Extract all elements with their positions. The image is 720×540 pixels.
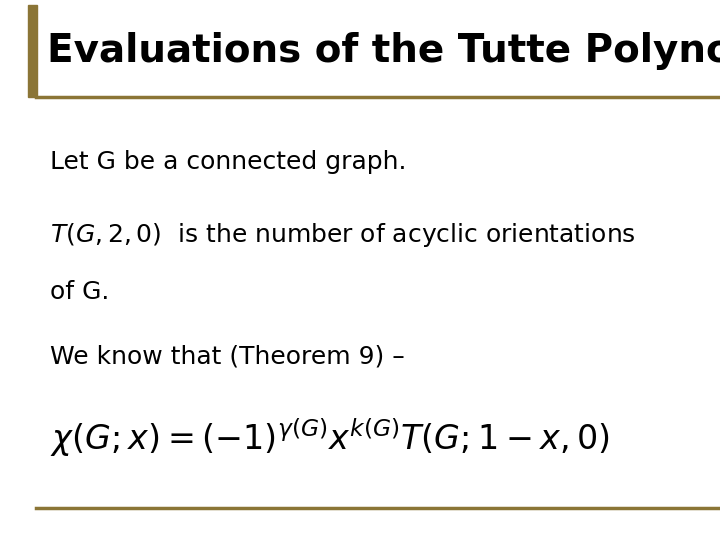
- Text: $T(G,2,0)$  is the number of acyclic orientations: $T(G,2,0)$ is the number of acyclic orie…: [50, 221, 636, 249]
- Text: Let G be a connected graph.: Let G be a connected graph.: [50, 150, 407, 174]
- Text: of G.: of G.: [50, 280, 109, 303]
- Text: We know that (Theorem 9) –: We know that (Theorem 9) –: [50, 345, 405, 368]
- Text: $\chi(G;x)=(-1)^{\gamma(G)}x^{k(G)}T(G;1-x,0)$: $\chi(G;x)=(-1)^{\gamma(G)}x^{k(G)}T(G;1…: [50, 416, 611, 458]
- Text: Evaluations of the Tutte Polynomial: Evaluations of the Tutte Polynomial: [47, 32, 720, 70]
- Bar: [28, 5, 37, 97]
